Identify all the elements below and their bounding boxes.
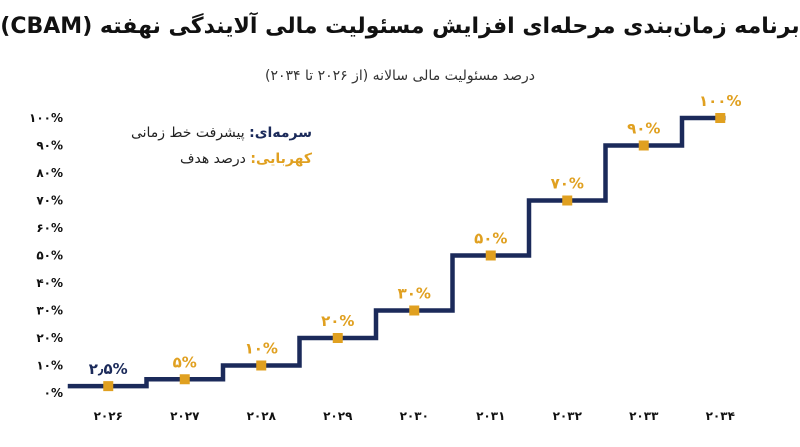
- data-point-marker: [638, 140, 649, 151]
- legend-item-navy: سرمه‌ای: پیشرفت خط زمانی: [92, 120, 312, 146]
- x-tick-label: ۲۰۲۶: [94, 409, 123, 423]
- legend-navy-key: سرمه‌ای:: [249, 125, 312, 141]
- data-point-marker: [103, 381, 114, 392]
- y-tick-label: ۱۰%: [36, 359, 63, 373]
- axis-layer: ۰% ۱۰% ۲۰% ۳۰% ۴۰% ۵۰% ۶۰% ۷۰% ۸۰% ۹۰% ۱۰۰% ۲۰۲۶ ۲۰۲…: [29, 111, 735, 423]
- data-label: ۲٫۵%: [89, 360, 128, 378]
- data-point-marker: [256, 360, 267, 371]
- data-label: ۲۰%: [321, 312, 354, 330]
- data-point-marker: [332, 333, 343, 343]
- legend-item-amber: کهربایی: درصد هدف: [92, 146, 312, 172]
- marker-layer: [103, 113, 726, 392]
- y-tick-label: ۸۰%: [36, 166, 63, 180]
- x-tick-label: ۲۰۳۰: [400, 409, 429, 423]
- legend-navy-text: پیشرفت خط زمانی: [130, 125, 250, 141]
- data-label: ۵%: [173, 353, 197, 371]
- y-tick-label: ۷۰%: [36, 194, 63, 208]
- y-tick-label: ۴۰%: [36, 276, 63, 290]
- legend-amber-text: درصد هدف: [179, 151, 251, 167]
- data-label: ۱۰۰%: [699, 92, 742, 110]
- y-tick-label: ۶۰%: [36, 221, 63, 235]
- data-label: ۵۰%: [474, 230, 507, 248]
- data-point-marker: [409, 305, 420, 316]
- data-point-marker: [485, 250, 496, 261]
- data-label: ۷۰%: [551, 175, 584, 193]
- data-label: ۱۰%: [245, 340, 278, 358]
- data-point-marker: [562, 195, 573, 206]
- x-tick-label: ۲۰۲۹: [323, 409, 353, 423]
- data-point-marker: [715, 113, 726, 123]
- y-tick-label: ۵۰%: [36, 249, 63, 263]
- series-step-line: [67, 115, 726, 389]
- legend: سرمه‌ای: پیشرفت خط زمانی کهربایی: درصد ه…: [92, 120, 312, 172]
- y-tick-label: ۳۰%: [36, 304, 63, 318]
- series-layer: [67, 115, 726, 389]
- y-tick-label: ۹۰%: [36, 139, 63, 153]
- x-tick-label: ۲۰۳۱: [476, 409, 505, 423]
- data-point-marker: [179, 374, 190, 385]
- label-layer: ۲٫۵% ۵% ۱۰% ۲۰% ۳۰% ۵۰% ۷۰% ۹۰% ۱۰۰%: [89, 92, 742, 378]
- data-label: ۳۰%: [398, 285, 431, 303]
- y-tick-label: ۲۰%: [36, 331, 63, 345]
- chart-subtitle: درصد مسئولیت مالی سالانه (از ۲۰۲۶ تا ۲۰۳…: [264, 68, 536, 84]
- x-tick-label: ۲۰۳۳: [629, 409, 659, 423]
- y-tick-label: ۱۰۰%: [29, 111, 63, 125]
- x-tick-label: ۲۰۳۲: [553, 409, 583, 423]
- y-tick-label: ۰%: [44, 386, 63, 400]
- chart-title: برنامه زمان‌بندی مرحله‌ای افزایش مسئولیت…: [0, 14, 800, 39]
- x-tick-label: ۲۰۲۸: [247, 409, 277, 423]
- x-tick-label: ۲۰۳۴: [706, 409, 735, 423]
- x-tick-label: ۲۰۲۷: [170, 409, 200, 423]
- legend-amber-key: کهربایی:: [250, 151, 312, 167]
- data-label: ۹۰%: [627, 120, 660, 138]
